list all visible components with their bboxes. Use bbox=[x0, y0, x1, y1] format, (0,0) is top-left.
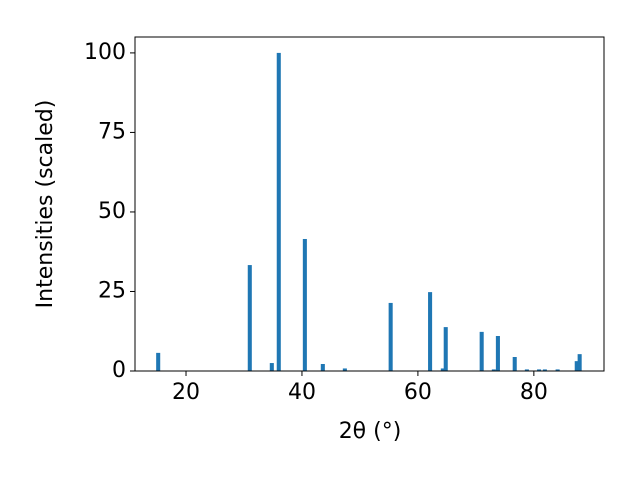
bar bbox=[440, 368, 445, 371]
bar bbox=[342, 368, 347, 371]
bar bbox=[555, 369, 560, 371]
y-tick-label: 25 bbox=[98, 278, 126, 303]
y-tick-label: 50 bbox=[98, 199, 126, 224]
bar bbox=[388, 302, 393, 371]
plot-frame bbox=[134, 36, 605, 372]
bar bbox=[524, 369, 529, 371]
y-tick-label: 75 bbox=[98, 119, 126, 144]
bar bbox=[320, 364, 325, 371]
bar bbox=[443, 327, 448, 371]
y-tick-label: 100 bbox=[84, 40, 126, 65]
x-tick-label: 80 bbox=[520, 380, 548, 405]
x-axis-label: 2θ (°) bbox=[339, 419, 402, 444]
x-tick-label: 40 bbox=[288, 380, 316, 405]
bar bbox=[574, 361, 579, 371]
bar bbox=[156, 352, 161, 371]
x-tick-label: 20 bbox=[172, 380, 200, 405]
bar bbox=[302, 238, 307, 371]
bar bbox=[577, 354, 582, 371]
bar bbox=[495, 336, 500, 371]
bar bbox=[491, 369, 496, 371]
bar bbox=[276, 52, 281, 372]
x-tick-label: 60 bbox=[404, 380, 432, 405]
y-axis-label: Intensities (scaled) bbox=[33, 100, 58, 309]
bar bbox=[247, 265, 252, 371]
y-tick-label: 0 bbox=[112, 358, 126, 383]
bar bbox=[542, 369, 547, 371]
bar bbox=[512, 357, 517, 371]
bar bbox=[537, 369, 542, 371]
bar bbox=[479, 331, 484, 371]
bar bbox=[428, 292, 433, 371]
bar bbox=[269, 363, 274, 371]
